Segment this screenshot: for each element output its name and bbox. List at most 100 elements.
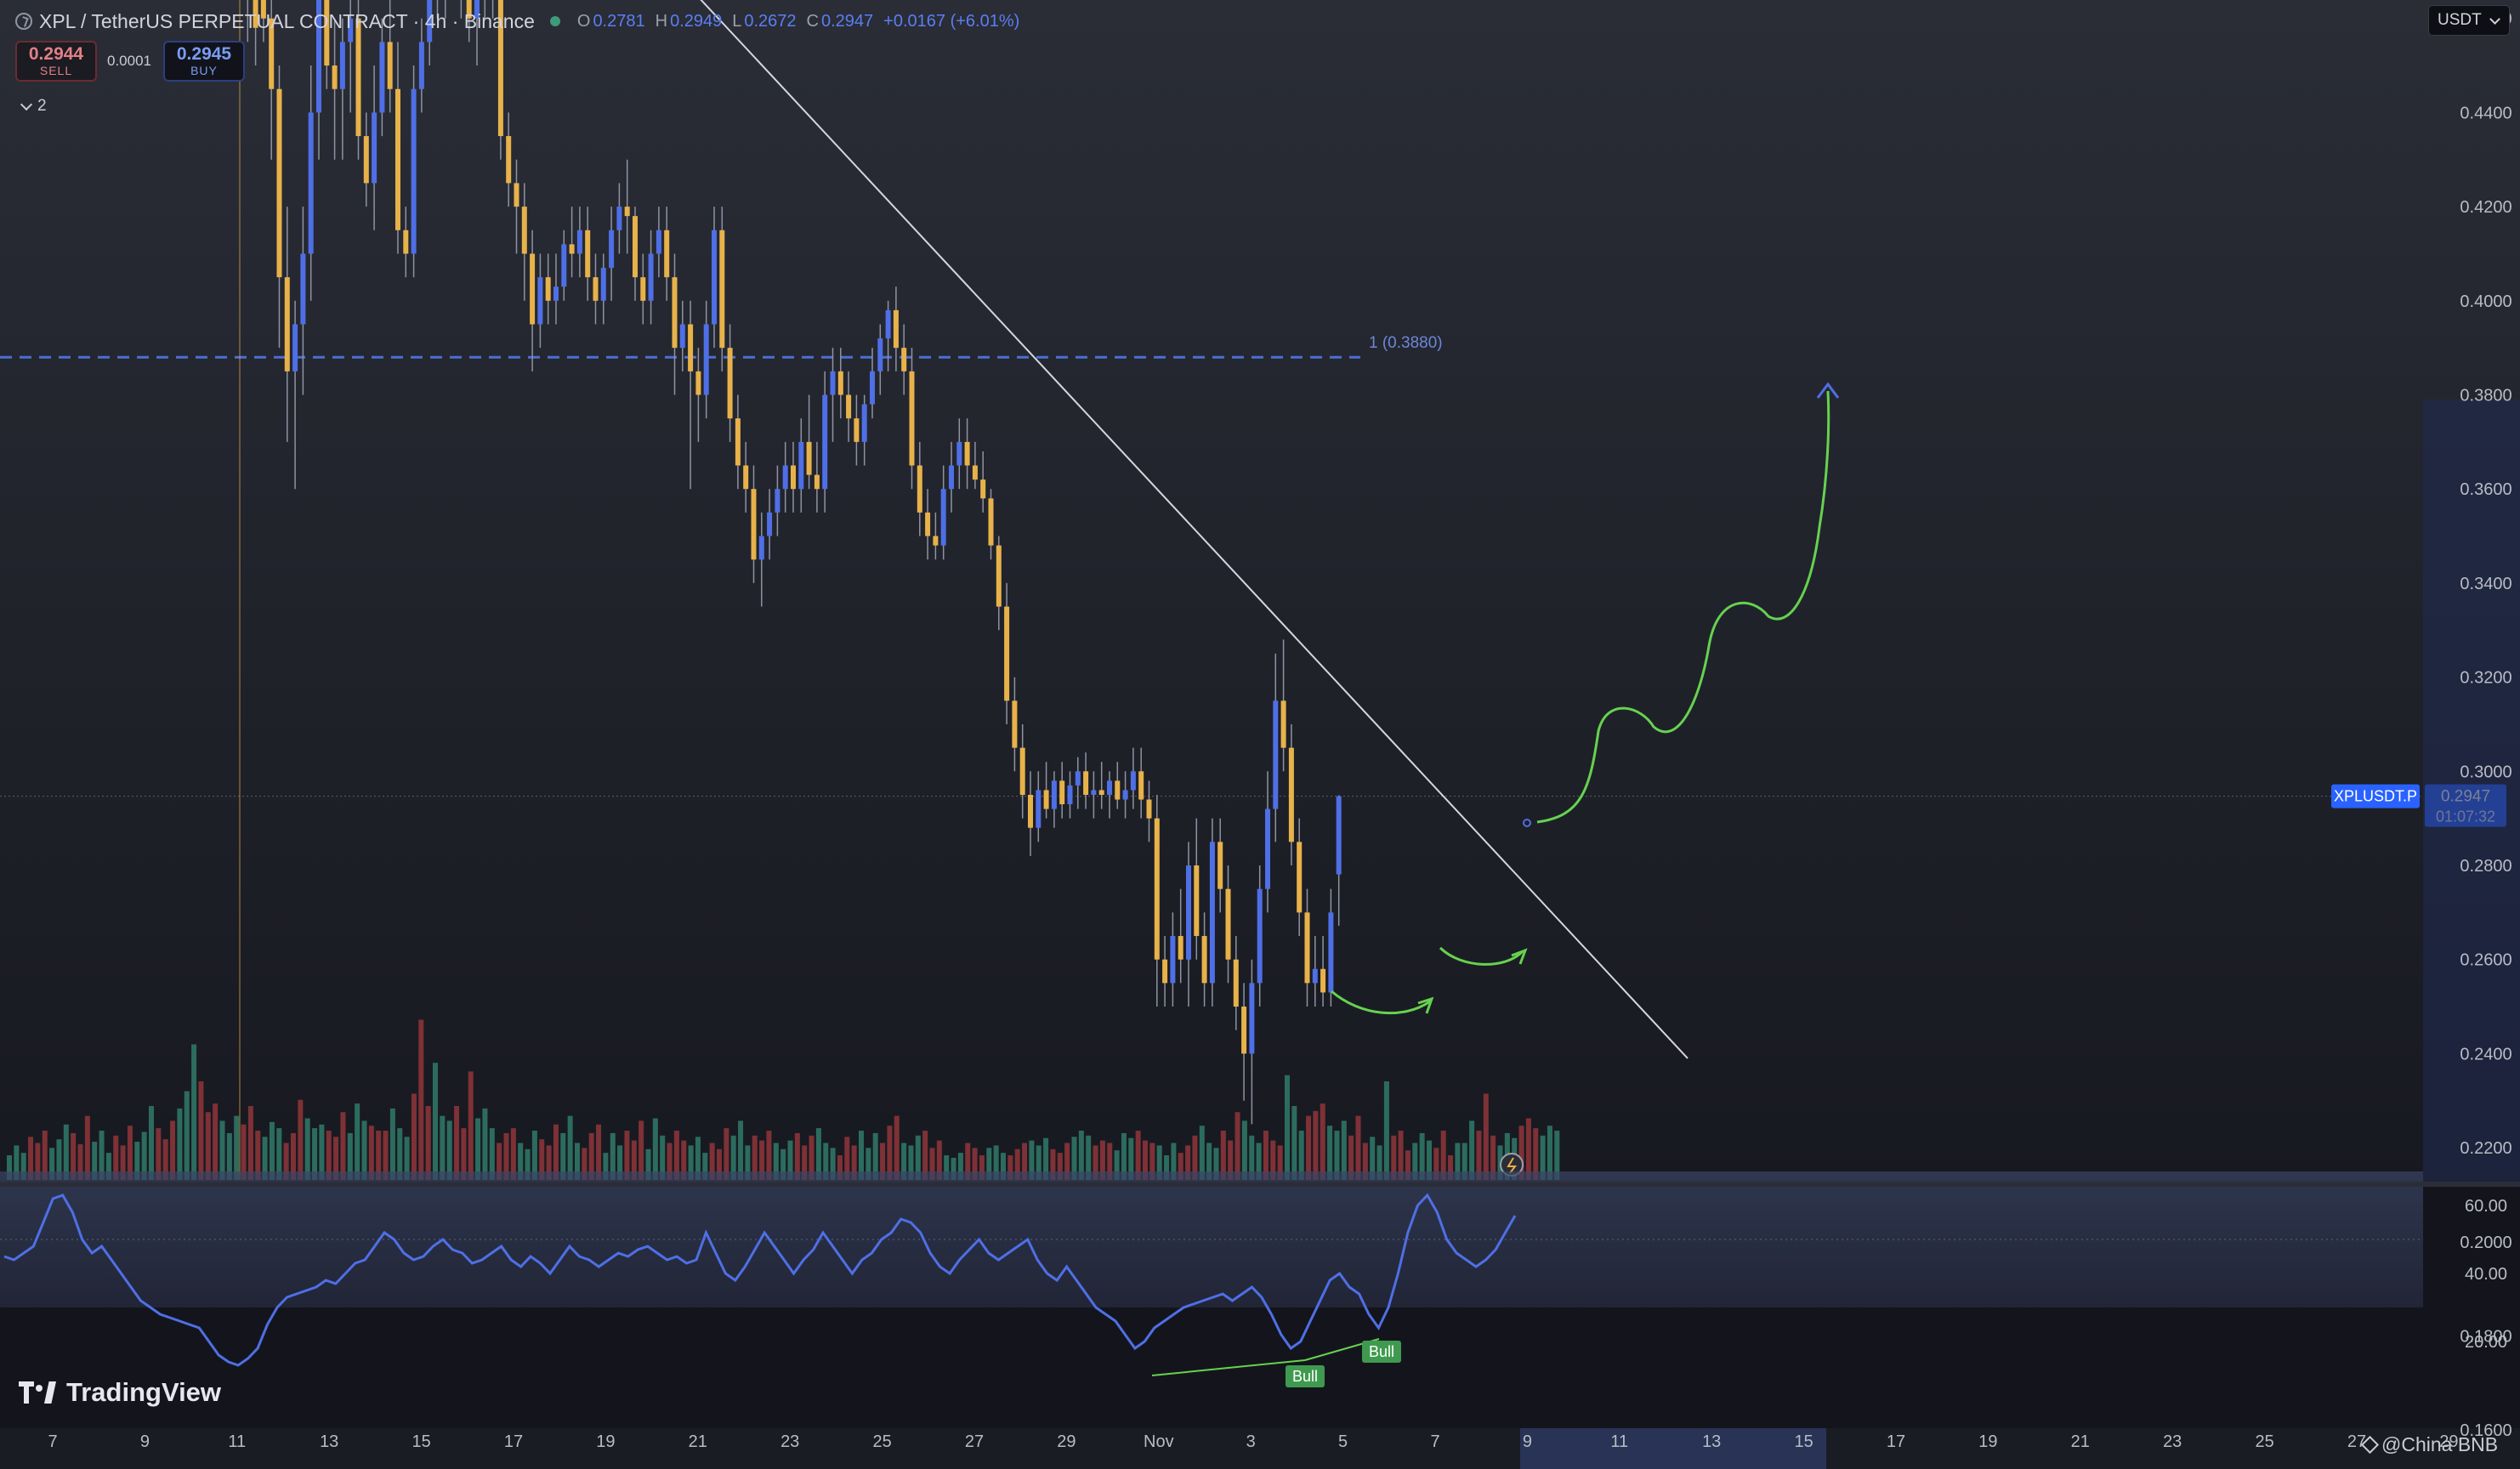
candle-body [837,371,843,395]
volume-bar [1291,1106,1297,1180]
trendline-layer[interactable] [389,0,1689,1059]
volume-bar [1455,1143,1461,1180]
candle-body [767,512,773,536]
sell-button[interactable]: 0.2944 SELL [15,41,97,82]
candle-body [569,244,575,254]
x-tick-label: 21 [2071,1432,2090,1451]
candle-body [497,0,503,137]
volume-bar [660,1135,666,1180]
volume-bar [794,1132,800,1180]
buy-price: 0.2945 [176,44,232,64]
volume-bar [99,1131,105,1180]
volume-bar [1370,1137,1376,1180]
candle-body [545,277,551,301]
volume-bar [1355,1115,1361,1180]
candle-body [561,244,567,287]
candle-body [355,18,361,137]
candle-body [395,88,400,230]
volume-bar [1192,1135,1198,1180]
candle-body [1051,780,1057,809]
indicators-toggle[interactable]: 2 [20,97,47,116]
market-status-icon [549,16,560,26]
x-tick-label: 13 [1702,1432,1721,1451]
volume-bar [1234,1112,1240,1180]
volume-bar [205,1112,211,1180]
candle-body [712,230,717,325]
candle-body [1225,888,1231,960]
volume-bar [1078,1131,1084,1180]
annotation-layer[interactable] [1331,382,1840,1177]
x-tick-label: 19 [1978,1432,1997,1451]
volume-bar [71,1132,77,1180]
candle-body [1304,912,1310,984]
candle-body [1273,700,1279,809]
volume-bar [1206,1143,1212,1180]
volume-bar [35,1143,41,1180]
volume-bar [113,1135,119,1180]
volume-bar [1213,1148,1219,1180]
volume-bar [170,1120,176,1180]
volume-bar [859,1131,864,1180]
candle-body [506,136,512,184]
volume-bar [298,1099,304,1180]
time-axis-background [0,1428,2520,1469]
symbol-header[interactable]: XPL / TetherUS PERPETUAL CONTRACT · 4h ·… [15,9,1019,34]
candle-body [664,230,670,278]
volume-bar [1391,1135,1397,1180]
bounce-arrowhead-1 [1417,996,1434,1014]
buy-button[interactable]: 0.2945 BUY [163,41,245,82]
candle-body [1004,606,1010,701]
bull-badge-label: Bull [1369,1343,1394,1360]
volume-bar [582,1148,587,1180]
candle-body [521,207,527,254]
rsi-pane[interactable]: 60.00 40.00 20.00 Bull Bull [0,1171,2520,1426]
candle-body [1328,912,1334,993]
chevron-down-icon [2489,13,2500,25]
candle-body [1122,790,1128,800]
volume-bar [77,1143,83,1180]
volume-bar [518,1143,524,1180]
candle-body [956,441,962,466]
volume-bar [894,1115,900,1180]
volume-bar [461,1128,467,1180]
volume-bar [901,1143,907,1180]
volume-bar [1199,1126,1205,1180]
volume-bar [709,1143,715,1180]
x-tick-label: 23 [2163,1432,2182,1451]
candle-body [1201,936,1207,984]
currency-selector[interactable]: USDT [2428,5,2510,36]
time-axis-range-highlight [1520,1428,1826,1469]
x-tick-label: 23 [780,1432,799,1451]
x-tick-label: 19 [596,1432,615,1451]
volume-bar [1412,1143,1418,1180]
x-tick-label: 13 [320,1432,338,1451]
candle-body [988,498,994,546]
volume-bar [1285,1075,1290,1180]
volume-bar [1547,1126,1552,1180]
volume-bar [1298,1131,1304,1180]
y-tick-label: 0.3200 [2460,669,2511,688]
candle-body [553,286,559,301]
volume-bar [1277,1145,1283,1180]
volume-bar [1256,1143,1262,1180]
candle-body [1217,842,1223,889]
candle-body [893,309,899,349]
candle-body [743,465,749,490]
y-tick-label: 0.2600 [2460,951,2511,970]
volume-bar [531,1131,537,1180]
candlesticks[interactable] [237,0,1342,1180]
candle-body [624,207,630,217]
volume-bar [1433,1148,1439,1180]
volume-bar [915,1135,921,1180]
volume-bar [446,1120,452,1180]
y-tick-label: 0.1800 [2460,1328,2511,1347]
volume-bar [596,1124,602,1180]
volume-bar [291,1132,296,1180]
volume-bar [63,1124,69,1180]
candle-body [758,536,764,560]
y-tick-label: 0.3600 [2460,480,2511,499]
symbol-title[interactable]: XPL / TetherUS PERPETUAL CONTRACT · 4h ·… [39,9,535,32]
tradingview-logo[interactable]: TradingView [19,1377,221,1408]
candle-body [1028,794,1033,828]
